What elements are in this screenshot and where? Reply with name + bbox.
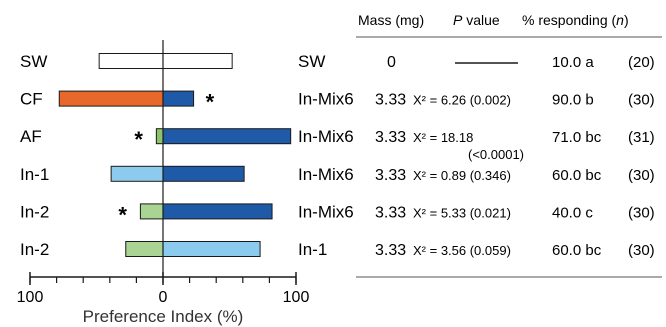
header-responding-close: ) (624, 12, 629, 28)
row-left-label: SW (20, 52, 47, 71)
bar-right-3 (162, 165, 245, 182)
significance-star: * (206, 90, 215, 115)
cell-n: (30) (628, 92, 655, 109)
significance-star: * (134, 127, 143, 152)
cell-mass: 3.33 (375, 129, 406, 146)
row-right-label: In-Mix6 (298, 127, 354, 146)
cell-mass: 3.33 (375, 167, 406, 184)
cell-responding: 10.0 a (552, 54, 594, 71)
header-responding: % responding (n) (522, 12, 629, 28)
header-p-rest: value (462, 12, 500, 28)
bar-right-4 (162, 203, 273, 220)
cell-responding: 40.0 c (552, 204, 593, 221)
header-responding-text: % responding ( (522, 12, 617, 28)
bar-left-1 (58, 90, 164, 107)
row-right-label: In-1 (298, 240, 327, 259)
cell-p-value: Χ² = 0.89 (0.346) (413, 168, 511, 183)
cell-mass: 3.33 (375, 92, 406, 109)
cell-mass: 0 (387, 54, 396, 71)
cell-mass: 3.33 (375, 204, 406, 221)
header-mass: Mass (mg) (358, 12, 424, 28)
row-left-label: In-2 (20, 240, 49, 259)
bar-right-0 (162, 53, 233, 69)
row-left-label: In-2 (20, 202, 49, 221)
x-axis-label: Preference Index (%) (83, 307, 244, 326)
bar-left-3 (110, 165, 164, 182)
cell-p-value: Χ² = 3.56 (0.059) (413, 243, 511, 258)
x-tick-label: 100 (283, 289, 310, 306)
row-right-label: In-Mix6 (298, 90, 354, 109)
cell-p-value: Χ² = 6.26 (0.002) (413, 93, 511, 108)
cell-responding: 71.0 bc (552, 129, 602, 146)
cell-responding: 60.0 bc (552, 167, 602, 184)
x-tick-label: 100 (17, 289, 44, 306)
bar-left-5 (125, 241, 164, 257)
bar-left-2 (155, 128, 164, 145)
row-right-label: In-Mix6 (298, 202, 354, 221)
cell-p-value: Χ² = 5.33 (0.021) (413, 205, 511, 220)
cell-n: (20) (628, 54, 655, 71)
chart-marks: SW SW 0 10.0 a (20) CF In-Mix6 * 3.33 Χ² = 6.26 (… (17, 36, 662, 306)
header-n-italic: n (616, 12, 624, 28)
cell-p-value: Χ² = 18.18 (413, 130, 473, 145)
row-left-label: AF (20, 127, 42, 146)
row-left-label: CF (20, 90, 43, 109)
row-right-label: SW (298, 52, 325, 71)
bar-right-1 (162, 90, 195, 107)
cell-mass: 3.33 (375, 242, 406, 259)
bar-left-0 (98, 53, 164, 69)
cell-n: (30) (628, 167, 655, 184)
cell-n: (30) (628, 204, 655, 221)
bar-left-4 (139, 203, 164, 220)
x-tick-label: 0 (159, 289, 168, 306)
header-p-italic: P (453, 12, 463, 28)
cell-n: (30) (628, 242, 655, 259)
bar-right-2 (162, 128, 292, 145)
bar-right-5 (162, 241, 261, 257)
cell-responding: 90.0 b (552, 92, 594, 109)
header-p-value: P value (453, 12, 500, 28)
row-right-label: In-Mix6 (298, 165, 354, 184)
row-left-label: In-1 (20, 165, 49, 184)
significance-star: * (118, 202, 127, 227)
cell-responding: 60.0 bc (552, 242, 602, 259)
cell-n: (31) (628, 129, 655, 146)
cell-p-value-2: (<0.0001) (468, 147, 524, 162)
